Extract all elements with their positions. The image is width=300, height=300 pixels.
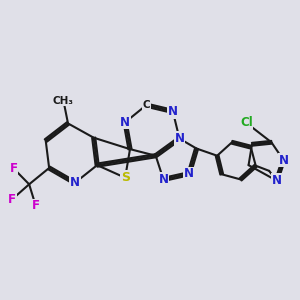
Text: F: F (10, 162, 18, 175)
Text: S: S (121, 171, 130, 184)
Text: C: C (142, 100, 150, 110)
Text: F: F (8, 193, 16, 206)
Text: F: F (32, 199, 40, 212)
Text: N: N (168, 105, 178, 118)
Text: N: N (158, 173, 168, 186)
Text: N: N (272, 174, 282, 187)
Text: N: N (120, 116, 130, 129)
Text: N: N (174, 132, 184, 145)
Text: N: N (70, 176, 80, 189)
Text: CH₃: CH₃ (53, 96, 74, 106)
Text: N: N (278, 154, 288, 166)
Text: Cl: Cl (240, 116, 253, 129)
Text: N: N (184, 167, 194, 180)
